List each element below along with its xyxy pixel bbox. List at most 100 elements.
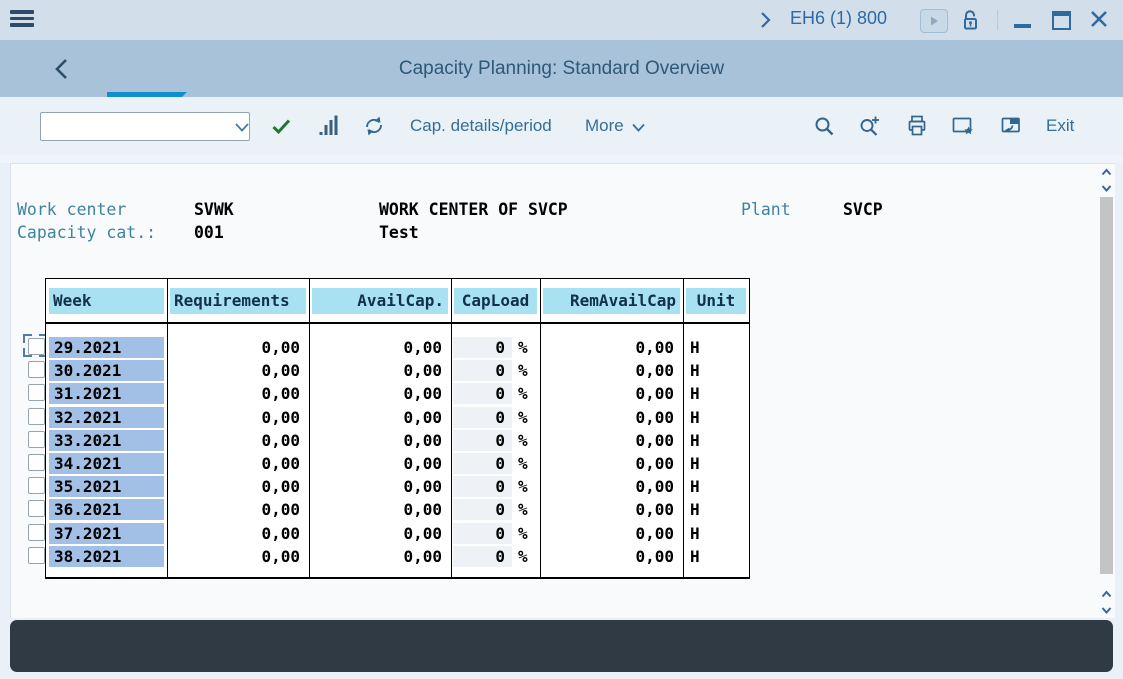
availcap-cell[interactable]: 0,00 [403,361,442,381]
back-icon[interactable] [50,56,76,82]
capload-cell[interactable]: 0 % [451,429,540,452]
search-icon[interactable] [809,97,839,155]
week-cell[interactable]: 36.2021 [46,498,167,521]
requirements-cell[interactable]: 0,00 [261,338,300,357]
week-cell[interactable]: 35.2021 [46,475,167,498]
more-button[interactable]: More [585,97,646,155]
requirements-cell[interactable]: 0,00 [261,500,300,520]
capload-cell[interactable]: 0 % [451,498,540,521]
row-select-checkbox[interactable] [28,500,45,518]
remavailcap-cell[interactable]: 0,00 [635,430,674,450]
availcap-cell[interactable]: 0,00 [403,546,442,566]
capload-cell[interactable]: 0 % [451,475,540,498]
week-cell[interactable]: 29.2021 [46,336,167,359]
remavailcap-cell[interactable]: 0,00 [635,546,674,566]
scroll-up-icon[interactable] [1099,165,1114,179]
week-cell[interactable]: 31.2021 [46,382,167,405]
cap-details-period-button[interactable]: Cap. details/period [410,116,552,135]
capload-cell[interactable]: 0 % [451,382,540,405]
row-select-checkbox[interactable] [28,407,45,425]
capload-cell[interactable]: 0 % [451,545,540,568]
availcap-cell[interactable]: 0,00 [403,430,442,450]
header-requirements[interactable]: Requirements [167,279,309,322]
capload-cell[interactable]: 0 % [451,452,540,475]
confirm-check-icon[interactable] [266,97,296,155]
row-select-checkbox[interactable] [28,477,45,495]
remavailcap-cell[interactable]: 0,00 [635,500,674,520]
row-select-checkbox[interactable] [28,454,45,471]
new-session-icon[interactable] [995,97,1027,155]
row-select-checkbox[interactable] [28,523,45,541]
row-select-checkbox[interactable] [28,430,45,448]
header-unit[interactable]: Unit [683,279,749,322]
header-availcap[interactable]: AvailCap. [309,279,451,322]
unit-cell[interactable]: H [690,500,700,520]
row-select-checkbox[interactable] [28,384,45,402]
requirements-cell[interactable]: 0,00 [261,453,300,473]
availcap-cell[interactable]: 0,00 [403,523,442,543]
play-icon[interactable] [920,9,948,33]
unit-cell[interactable]: H [690,407,700,427]
unit-cell[interactable]: H [690,430,700,450]
menu-hamburger-icon[interactable] [10,10,34,30]
remavailcap-cell[interactable]: 0,00 [635,384,674,404]
header-capload[interactable]: CapLoad [451,279,540,322]
unit-cell[interactable]: H [690,384,700,404]
remavailcap-cell[interactable]: 0,00 [635,523,674,543]
unit-cell[interactable]: H [690,453,700,473]
remavailcap-cell[interactable]: 0,00 [635,477,674,497]
scrollbar-thumb[interactable] [1100,197,1113,574]
scroll-page-down-icon[interactable] [1099,603,1114,617]
requirements-cell[interactable]: 0,00 [261,430,300,450]
availcap-cell[interactable]: 0,00 [403,338,442,357]
row-select-checkbox[interactable] [28,338,45,355]
minimize-icon[interactable] [1014,24,1031,28]
chevron-down-icon[interactable] [234,121,250,133]
week-cell[interactable]: 32.2021 [46,406,167,429]
week-cell[interactable]: 37.2021 [46,522,167,545]
remavailcap-cell[interactable]: 0,00 [635,361,674,381]
capload-cell[interactable]: 0 % [451,406,540,429]
expand-chevron-icon[interactable] [755,9,775,36]
screen-favorite-icon[interactable] [947,97,979,155]
availcap-cell[interactable]: 0,00 [403,500,442,520]
capload-cell[interactable]: 0 % [451,522,540,545]
remavailcap-cell[interactable]: 0,00 [635,338,674,357]
capload-cell[interactable]: 0 % [451,359,540,382]
refresh-icon[interactable] [357,97,389,155]
scroll-page-up-icon[interactable] [1099,587,1114,601]
scroll-down-icon[interactable] [1099,181,1114,195]
availcap-cell[interactable]: 0,00 [403,407,442,427]
header-remavailcap[interactable]: RemAvailCap [540,279,683,322]
unit-cell[interactable]: H [690,338,700,357]
week-cell[interactable]: 34.2021 [46,452,167,475]
exit-button[interactable]: Exit [1046,116,1075,135]
week-cell[interactable]: 30.2021 [46,359,167,382]
search-plus-icon[interactable] [854,97,886,155]
requirements-cell[interactable]: 0,00 [261,361,300,381]
remavailcap-cell[interactable]: 0,00 [635,453,674,473]
close-icon[interactable] [1088,8,1110,35]
bar-chart-icon[interactable] [313,97,343,155]
unit-cell[interactable]: H [690,477,700,497]
row-select-checkbox[interactable] [28,546,45,564]
requirements-cell[interactable]: 0,00 [261,384,300,404]
unit-cell[interactable]: H [690,523,700,543]
requirements-cell[interactable]: 0,00 [261,546,300,566]
availcap-cell[interactable]: 0,00 [403,384,442,404]
requirements-cell[interactable]: 0,00 [261,407,300,427]
print-icon[interactable] [902,97,932,155]
availcap-cell[interactable]: 0,00 [403,477,442,497]
header-week[interactable]: Week [46,279,167,322]
row-select-checkbox[interactable] [28,361,45,379]
capload-cell[interactable]: 0 % [451,336,540,359]
remavailcap-cell[interactable]: 0,00 [635,407,674,427]
unit-cell[interactable]: H [690,546,700,566]
unit-cell[interactable]: H [690,361,700,381]
maximize-icon[interactable] [1052,11,1071,30]
unlock-icon[interactable] [958,7,982,38]
week-cell[interactable]: 33.2021 [46,429,167,452]
requirements-cell[interactable]: 0,00 [261,523,300,543]
command-field[interactable] [40,112,250,141]
week-cell[interactable]: 38.2021 [46,545,167,568]
